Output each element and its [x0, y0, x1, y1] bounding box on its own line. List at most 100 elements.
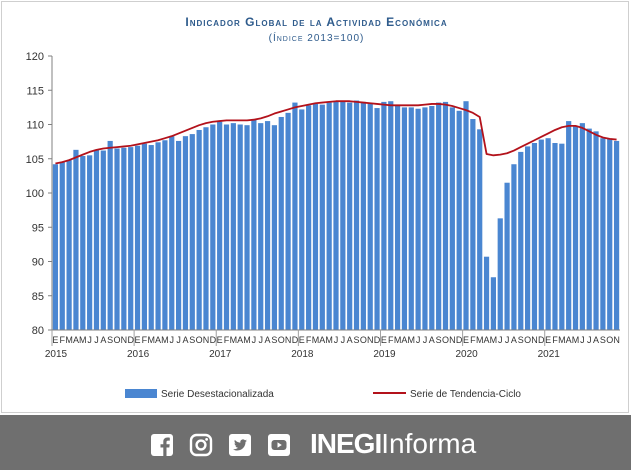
bar	[477, 129, 483, 330]
bar	[470, 119, 476, 331]
month-label: E	[381, 335, 387, 345]
bar	[182, 136, 189, 330]
month-label: O	[196, 335, 203, 345]
brand-informa: Informa	[381, 428, 477, 459]
bar	[278, 116, 284, 330]
month-label: E	[299, 335, 305, 345]
month-label: M	[408, 335, 416, 345]
month-label: M	[147, 335, 155, 345]
bar	[552, 143, 558, 330]
month-label: E	[135, 335, 141, 345]
month-label: E	[52, 335, 58, 345]
month-label: J	[176, 335, 181, 345]
chart-title: Indicador Global de la Actividad Económi…	[185, 15, 448, 29]
month-label: M	[394, 335, 402, 345]
month-label: F	[142, 335, 148, 345]
legend-swatch-bars	[125, 389, 157, 398]
month-label: S	[189, 335, 195, 345]
youtube-icon[interactable]	[267, 433, 291, 457]
month-label: M	[325, 335, 333, 345]
bar	[114, 148, 120, 330]
bar	[155, 142, 161, 330]
month-label: O	[360, 335, 367, 345]
month-label: J	[416, 335, 421, 345]
twitter-icon[interactable]	[228, 433, 252, 457]
month-label: A	[237, 335, 243, 345]
bar	[326, 102, 332, 330]
month-label: O	[442, 335, 449, 345]
month-label: A	[593, 335, 599, 345]
bar	[59, 162, 65, 330]
month-label: J	[587, 335, 592, 345]
bar	[538, 139, 544, 330]
month-label: D	[127, 335, 134, 345]
bar	[73, 149, 79, 330]
bar	[162, 140, 168, 330]
bar	[388, 101, 394, 331]
bar	[230, 123, 236, 330]
month-label: A	[319, 335, 325, 345]
chart-card: Indicador Global de la Actividad Económi…	[1, 1, 629, 413]
bar	[422, 107, 428, 331]
bar	[196, 129, 202, 330]
bar	[593, 131, 599, 330]
month-label: J	[258, 335, 263, 345]
bar	[442, 101, 449, 331]
legend-label-line: Serie de Tendencia-Ciclo	[410, 389, 521, 400]
y-tick-label: 95	[32, 222, 44, 234]
month-label: A	[511, 335, 517, 345]
month-label: F	[224, 335, 230, 345]
y-tick-label: 115	[26, 85, 44, 97]
bar	[566, 121, 572, 330]
inegi-informa-logo[interactable]: INEGIInforma	[310, 427, 476, 461]
bar	[394, 105, 401, 330]
bar	[264, 121, 271, 330]
month-label: A	[100, 335, 106, 345]
month-label: N	[203, 335, 210, 345]
y-tick-label: 80	[32, 325, 44, 337]
bar	[381, 101, 387, 331]
trend-line	[55, 100, 617, 165]
bar	[333, 101, 339, 331]
trend-line-series	[55, 100, 617, 165]
month-label: F	[470, 335, 476, 345]
month-label: A	[155, 335, 161, 345]
month-label: N	[121, 335, 128, 345]
month-label: F	[306, 335, 312, 345]
bar	[436, 102, 442, 330]
month-label: A	[401, 335, 407, 345]
bar	[449, 107, 455, 331]
month-label: S	[436, 335, 442, 345]
bar	[93, 149, 100, 330]
bar	[87, 155, 93, 330]
month-label: N	[613, 335, 620, 345]
bar	[148, 145, 154, 330]
bar	[258, 123, 264, 330]
year-label: 2019	[373, 349, 396, 360]
month-label: D	[292, 335, 299, 345]
bar	[52, 164, 59, 330]
bar	[134, 145, 141, 330]
month-label: A	[347, 335, 353, 345]
month-label: J	[170, 335, 175, 345]
month-label: A	[566, 335, 572, 345]
y-tick-label: 105	[26, 154, 44, 166]
month-label: F	[552, 335, 558, 345]
facebook-icon[interactable]	[150, 433, 174, 457]
bar	[176, 140, 182, 330]
month-label: E	[545, 335, 551, 345]
month-label: F	[388, 335, 394, 345]
month-label: J	[505, 335, 510, 345]
y-tick-label: 85	[32, 291, 44, 303]
month-label: J	[498, 335, 503, 345]
month-label: M	[312, 335, 320, 345]
bar	[408, 107, 414, 331]
year-label: 2021	[538, 349, 561, 360]
legend: Serie Desestacionalizada Serie de Tenden…	[125, 389, 521, 400]
month-label: F	[60, 335, 66, 345]
bar	[456, 110, 462, 330]
y-tick-label: 90	[32, 257, 44, 269]
month-label: S	[518, 335, 524, 345]
instagram-icon[interactable]	[189, 433, 213, 457]
month-label: S	[271, 335, 277, 345]
